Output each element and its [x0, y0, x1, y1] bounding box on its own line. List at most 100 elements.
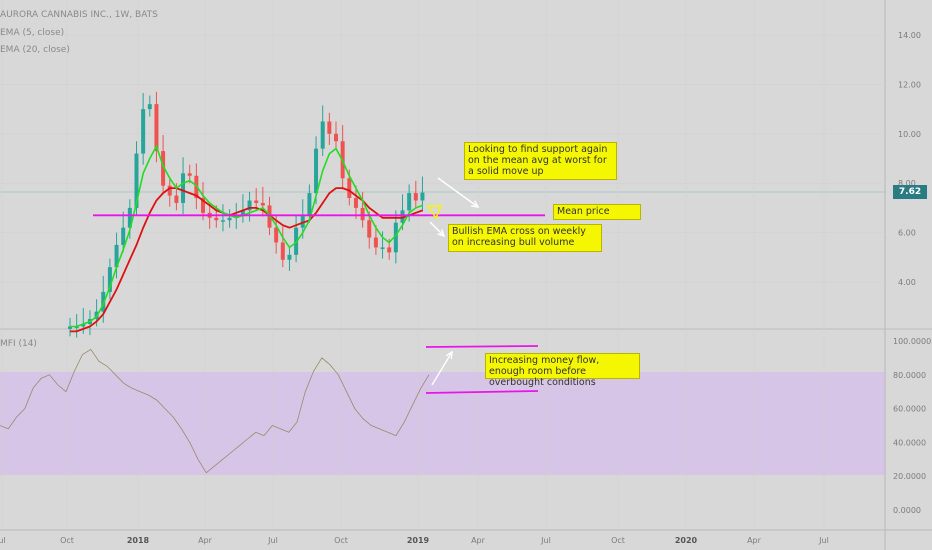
candle-body	[353, 198, 358, 208]
candle-body	[187, 173, 192, 176]
candle-body	[181, 173, 186, 203]
mfi-lower-line	[425, 390, 539, 394]
time-tick-label: Apr	[198, 536, 213, 545]
price-pane	[0, 0, 885, 328]
candle-body	[300, 215, 305, 228]
candle-body	[360, 207, 365, 221]
time-tick-label: Apr	[747, 536, 762, 545]
price-tick-label: 4.00	[898, 278, 916, 287]
candle-body	[220, 220, 225, 222]
candle-body	[314, 148, 319, 194]
candle-body	[141, 109, 146, 154]
support-arrow-head	[470, 200, 480, 208]
candle-body	[68, 326, 72, 329]
candle-body	[260, 202, 265, 206]
mfi-upper-line	[425, 345, 539, 348]
candle-body	[240, 210, 245, 216]
mfi-tick-label: 40.0000	[893, 438, 926, 447]
candle-body	[114, 244, 119, 268]
candle-body	[274, 227, 279, 243]
candle-body	[307, 193, 312, 216]
candle-body	[320, 121, 325, 149]
ema-slow-label[interactable]: EMA (20, close)	[0, 45, 70, 55]
price-tick-label: 6.00	[898, 229, 916, 238]
cross-arrow	[429, 221, 445, 237]
time-tick-label: Jul	[267, 536, 278, 545]
cross-marker	[426, 205, 443, 220]
mfi-lines	[0, 348, 430, 474]
candle-body	[234, 215, 239, 218]
candle-body	[161, 151, 166, 186]
price-axis[interactable]: 14.00 12.00 10.00 8.00 6.00 4.00 100.0000 80.00…	[893, 31, 931, 515]
cross-arrow-head	[437, 229, 446, 238]
mfi-label[interactable]: MFI (14)	[0, 339, 37, 349]
ema-cross-note[interactable]: Bullish EMA cross on weekly on increasin…	[448, 224, 602, 252]
candle-body	[373, 237, 378, 248]
indicator-lines	[70, 144, 423, 333]
candle-body	[247, 200, 252, 211]
mfi-arrow	[431, 351, 453, 386]
price-tick-label: 12.00	[898, 80, 921, 89]
candle-body	[367, 220, 372, 238]
mfi-tick-label: 100.0000	[893, 337, 931, 346]
candle-body	[174, 195, 179, 203]
candle-body	[327, 121, 332, 134]
time-tick-label: Jul	[818, 536, 829, 545]
mean-price-note[interactable]: Mean price	[553, 204, 641, 220]
time-tick-label: Oct	[334, 536, 348, 545]
time-tick-label: ul	[0, 536, 6, 545]
mfi-tick-label: 80.0000	[893, 371, 926, 380]
candle-body	[334, 133, 338, 142]
candle-body	[287, 254, 292, 260]
candle-body	[121, 227, 126, 245]
support-arrow	[437, 177, 479, 208]
candle-body	[107, 267, 112, 292]
drawings	[93, 177, 545, 394]
time-tick-label: Apr	[471, 536, 486, 545]
candle-body	[147, 104, 152, 110]
time-tick-label: Oct	[60, 536, 74, 545]
time-tick-label: 2018	[127, 536, 150, 545]
candle-body	[154, 104, 159, 152]
grid	[0, 0, 885, 530]
mfi-tick-label: 60.0000	[893, 405, 926, 414]
price-tick-label: 8.00	[898, 179, 916, 188]
candle-body	[347, 178, 352, 199]
mfi-line	[0, 348, 430, 474]
candle-body	[101, 291, 106, 312]
candle-body	[201, 198, 205, 213]
ema-fast-line	[70, 144, 423, 328]
mfi-band	[0, 372, 885, 475]
last-price-tag: 7.62	[893, 185, 927, 199]
mfi-tick-label: 20.0000	[893, 472, 926, 481]
price-tick-label: 14.00	[898, 31, 921, 40]
candle-body	[280, 242, 285, 260]
mfi-arrow-head	[445, 350, 453, 360]
price-tick-label: 10.00	[898, 130, 921, 139]
mfi-note[interactable]: Increasing money flow, enough room befor…	[485, 353, 640, 388]
candle-body	[167, 185, 172, 196]
time-tick-label: Oct	[611, 536, 625, 545]
candle-body	[127, 207, 132, 228]
candle-body	[254, 200, 259, 203]
time-tick-label: Jul	[540, 536, 551, 545]
candle-body	[214, 217, 219, 221]
candle-body	[387, 247, 392, 253]
candle-body	[134, 153, 139, 208]
candle-body	[400, 210, 405, 223]
candle-body	[227, 217, 232, 221]
candle-body	[420, 192, 425, 201]
candle-body	[81, 323, 86, 327]
symbol-title[interactable]: AURORA CANNABIS INC., 1W, BATS	[0, 10, 158, 20]
ema-fast-label[interactable]: EMA (5, close)	[0, 28, 65, 38]
candle-body	[393, 222, 398, 253]
time-axis[interactable]: ul Oct 2018 Apr Jul Oct 2019 Apr Jul Oct 2020 Apr Ju…	[0, 536, 829, 545]
support-note[interactable]: Looking to find support again on the mea…	[464, 142, 617, 180]
time-tick-label: 2019	[407, 536, 430, 545]
candle-body	[407, 193, 412, 211]
time-tick-label: 2020	[675, 536, 698, 545]
mfi-tick-label: 0.0000	[893, 506, 921, 515]
candle-body	[413, 193, 418, 201]
candle-body	[380, 247, 385, 249]
